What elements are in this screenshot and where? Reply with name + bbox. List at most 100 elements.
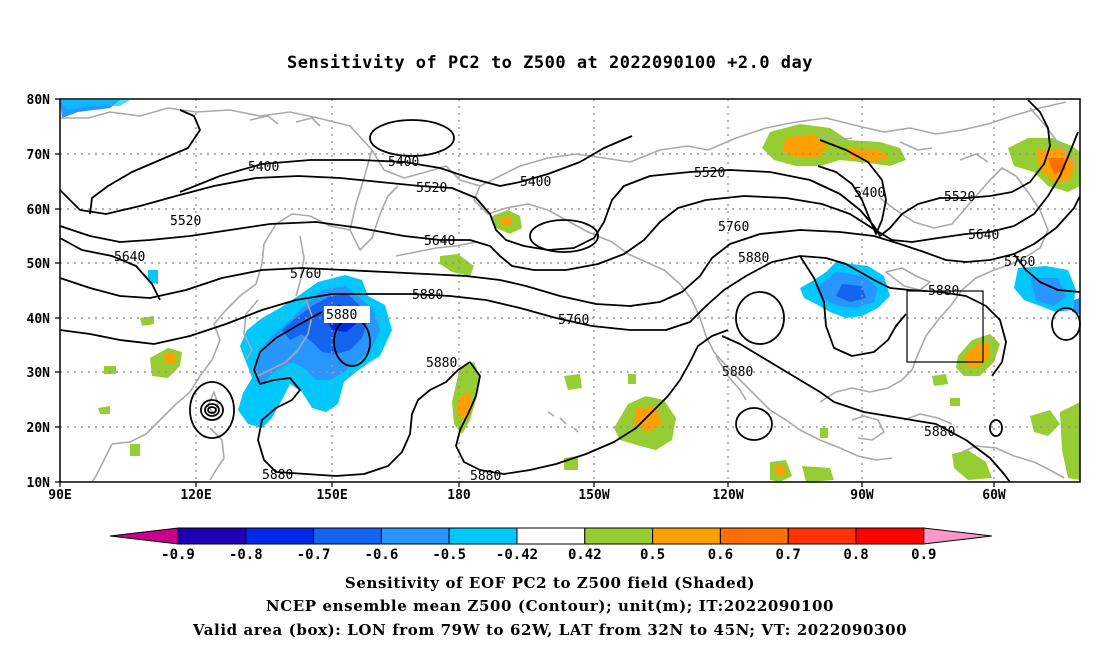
validation-box xyxy=(906,290,984,363)
positive-sensitivity-area xyxy=(802,466,834,482)
y-tick-label: 70N xyxy=(27,148,51,163)
typhoon-ring xyxy=(200,399,224,421)
z500-contours xyxy=(59,99,1081,483)
contour-label: 5520 xyxy=(170,214,201,229)
positive-sensitivity-area xyxy=(634,406,662,432)
typhoon-ring xyxy=(207,406,217,414)
positive-sensitivity-area xyxy=(164,354,176,364)
contour-label: 5520 xyxy=(416,181,447,196)
coastlines xyxy=(60,101,1081,483)
footer-line-3: Valid area (box): LON from 79W to 62W, L… xyxy=(192,621,907,639)
contour-5760 xyxy=(59,195,1081,307)
contour-label: 5400 xyxy=(248,160,279,175)
colorbar-label: 0.6 xyxy=(708,547,733,563)
colorbar-swatch xyxy=(380,527,450,545)
positive-sensitivity-area xyxy=(564,374,582,390)
positive-sensitivity-area xyxy=(952,450,992,480)
x-tick-label: 150W xyxy=(578,488,609,503)
colorbar-label: 0.5 xyxy=(640,547,665,563)
contour-label: 5880 xyxy=(722,365,753,380)
contour-5760-east xyxy=(1013,253,1081,293)
colorbar-swatch xyxy=(516,527,586,545)
positive-sensitivity-area xyxy=(500,218,512,226)
negative-sensitivity-area xyxy=(836,284,866,302)
contour-5880-pacific-high xyxy=(455,329,729,475)
positive-sensitivity-area xyxy=(774,466,786,476)
colorbar: -0.9 -0.8 -0.7 -0.6 -0.5 -0.42 0.42 0.5 0.6 0.7 0.… xyxy=(109,527,992,563)
y-tick-labels: 80N 70N 60N 50N 40N 30N 20N 10N xyxy=(27,93,51,491)
contour-label: 5880 xyxy=(928,284,959,299)
x-tick-label: 150E xyxy=(316,488,347,503)
positive-sensitivity-area xyxy=(628,374,636,384)
contour-label: 5520 xyxy=(694,166,725,181)
colorbar-label: -0.42 xyxy=(496,547,538,563)
colorbar-swatch xyxy=(245,527,315,545)
japan-coastline xyxy=(257,299,313,377)
contour-label: 5640 xyxy=(114,250,145,265)
colorbar-swatch xyxy=(787,527,857,545)
colorbar-swatch xyxy=(855,527,925,545)
korea-coastline xyxy=(243,299,259,361)
canadian-arctic-coastline xyxy=(707,101,1067,151)
south-america-coastline xyxy=(961,445,1065,479)
contour-label-box xyxy=(324,306,370,323)
colorbar-label: -0.9 xyxy=(161,547,195,563)
contour-label: 5400 xyxy=(854,186,885,201)
contour-5880-westpac xyxy=(253,311,471,477)
footer-line-1: Sensitivity of EOF PC2 to Z500 field (Sh… xyxy=(345,574,755,592)
yucatan-coastline xyxy=(851,415,885,441)
y-tick-label: 80N xyxy=(27,93,51,108)
y-tick xyxy=(55,98,60,483)
baja-coastline xyxy=(715,355,747,401)
positive-sensitivity-area xyxy=(1060,402,1080,480)
colorbar-labels: -0.9 -0.8 -0.7 -0.6 -0.5 -0.42 0.42 0.5 0.6 0.7 0.… xyxy=(161,547,936,563)
negative-sensitivity-area xyxy=(1030,278,1066,306)
footer-line-2: NCEP ensemble mean Z500 (Contour); unit(… xyxy=(266,597,834,615)
contour-label: 5880 xyxy=(924,425,955,440)
contour-label: 5760 xyxy=(558,313,589,328)
colorbar-label: -0.6 xyxy=(365,547,399,563)
colorbar-swatch xyxy=(923,527,992,545)
contour-5640 xyxy=(59,131,1079,271)
contour-5880-gulf xyxy=(799,255,907,357)
colorbar-swatch xyxy=(177,527,247,545)
negative-sensitivity-area xyxy=(148,270,158,284)
typhoon-ring xyxy=(189,381,235,439)
colorbar-label: -0.8 xyxy=(229,547,263,563)
contour-labels: 5400 5400 5400 5400 5520 5520 5520 5520 … xyxy=(114,155,1035,484)
sakhalin-coastline xyxy=(295,235,305,297)
colorbar-label: 0.8 xyxy=(843,547,868,563)
contour-label: 5640 xyxy=(968,228,999,243)
contour-5520-inner xyxy=(89,109,201,215)
positive-sensitivity-area xyxy=(848,148,890,162)
positive-sensitivity-area xyxy=(140,316,154,326)
colorbar-swatch xyxy=(313,527,382,545)
contour-label: 5760 xyxy=(718,220,749,235)
kamchatka-coastline xyxy=(349,149,399,251)
contour-label: 5400 xyxy=(520,175,551,190)
contour-5520 xyxy=(59,99,1051,251)
map-panel: 5400 5400 5400 5400 5520 5520 5520 5520 … xyxy=(59,98,1081,484)
colorbar-label: 0.9 xyxy=(911,547,936,563)
positive-sensitivity-area xyxy=(950,398,960,406)
axes xyxy=(55,98,995,487)
colorbar-swatch xyxy=(448,527,518,545)
x-tick-label: 60W xyxy=(982,488,1006,503)
positive-sensitivity-area xyxy=(1048,158,1066,174)
aleutian-islands xyxy=(395,241,477,257)
x-tick xyxy=(59,482,995,487)
map-frame xyxy=(59,98,1081,483)
x-tick-label: 90E xyxy=(48,488,71,503)
indochina-coastline xyxy=(91,443,113,483)
alaska-south-coastline xyxy=(473,185,647,263)
y-tick-label: 40N xyxy=(27,312,51,327)
philippines-coastline xyxy=(209,427,225,481)
hawaii-islands xyxy=(547,411,579,433)
y-tick-label: 10N xyxy=(27,476,51,491)
contour-label: 5520 xyxy=(944,190,975,205)
x-tick-labels: 90E 120E 150E 180 150W 120W 90W 60W xyxy=(48,488,1006,503)
contour-5880-gulf-closed xyxy=(735,407,773,441)
x-tick-label: 120E xyxy=(180,488,211,503)
negative-sensitivity-area xyxy=(60,100,130,110)
colorbar-label: 0.7 xyxy=(776,547,801,563)
